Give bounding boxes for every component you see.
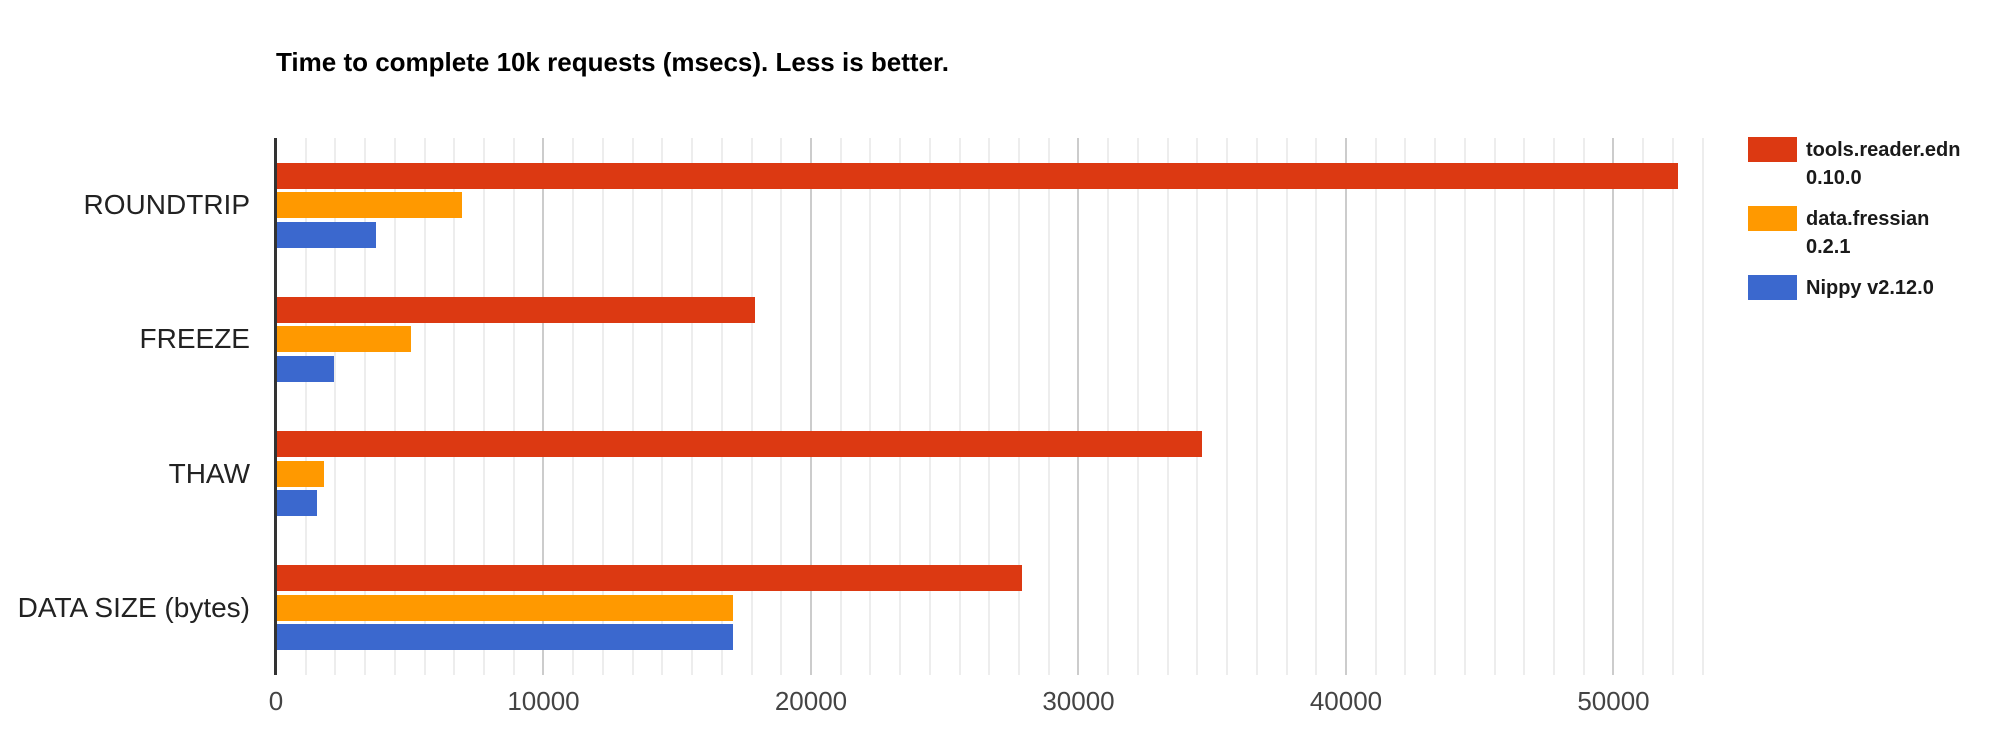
gridline-minor xyxy=(1404,138,1407,675)
gridline-minor xyxy=(1582,138,1585,675)
gridline-minor xyxy=(1701,138,1704,675)
gridline-minor xyxy=(720,138,723,675)
legend-label: data.fressian 0.2.1 xyxy=(1806,205,1929,261)
gridline-minor xyxy=(988,138,991,675)
legend-label-line: tools.reader.edn xyxy=(1806,139,1961,161)
gridline-minor xyxy=(691,138,694,675)
gridline-minor xyxy=(1523,138,1526,675)
gridline-minor xyxy=(1434,138,1437,675)
x-tick-label: 0 xyxy=(268,686,284,716)
gridline-minor xyxy=(512,138,515,675)
legend-swatch xyxy=(1748,137,1797,162)
gridline-minor xyxy=(1493,138,1496,675)
gridline-minor xyxy=(928,138,931,675)
gridline-minor xyxy=(958,138,961,675)
gridline-minor xyxy=(483,138,486,675)
bar[interactable] xyxy=(276,221,376,248)
legend-label: Nippy v2.12.0 xyxy=(1806,274,1934,302)
bar[interactable] xyxy=(276,355,334,382)
legend-label-line: 0.2.1 xyxy=(1806,236,1851,258)
x-tick-label: 50000 xyxy=(1577,686,1650,716)
bar[interactable] xyxy=(276,594,733,621)
gridline-minor xyxy=(393,138,396,675)
gridline-minor xyxy=(661,138,664,675)
x-tick-label: 10000 xyxy=(507,686,580,716)
gridline-minor xyxy=(1671,138,1674,675)
gridline-minor xyxy=(750,138,753,675)
gridline-minor xyxy=(1018,138,1021,675)
gridline-minor xyxy=(780,138,783,675)
y-axis-baseline xyxy=(274,138,277,675)
gridline-minor xyxy=(839,138,842,675)
chart-title: Time to complete 10k requests (msecs). L… xyxy=(276,47,949,77)
gridline-minor xyxy=(869,138,872,675)
x-tick-label: 20000 xyxy=(774,686,848,716)
gridline-minor xyxy=(304,138,307,675)
plot-area xyxy=(276,138,1740,675)
gridline-major xyxy=(1612,138,1615,675)
bar[interactable] xyxy=(276,192,462,219)
legend-label-line: data.fressian xyxy=(1806,208,1930,230)
gridline-minor xyxy=(1642,138,1645,675)
gridline-minor xyxy=(1463,138,1466,675)
gridline-minor xyxy=(1374,138,1377,675)
category-label: FREEZE xyxy=(139,323,250,355)
bar[interactable] xyxy=(276,431,1202,458)
legend-entry: data.fressian 0.2.1 xyxy=(1748,205,2003,261)
legend-label-line: Nippy v2.12.0 xyxy=(1806,277,1934,299)
gridline-major xyxy=(542,138,545,675)
gridline-major xyxy=(1344,138,1347,675)
gridline-major xyxy=(809,138,812,675)
bar[interactable] xyxy=(276,326,411,353)
legend-swatch xyxy=(1748,275,1797,300)
gridline-minor xyxy=(364,138,367,675)
gridline-minor xyxy=(423,138,426,675)
legend: tools.reader.edn 0.10.0 data.fressian 0.2.1… xyxy=(1748,136,2003,315)
gridline-minor xyxy=(1315,138,1318,675)
gridline-minor xyxy=(1107,138,1110,675)
bar[interactable] xyxy=(276,162,1678,189)
x-tick-label: 40000 xyxy=(1309,686,1383,716)
gridline-minor xyxy=(1285,138,1288,675)
legend-label-line: 0.10.0 xyxy=(1806,167,1862,189)
gridline-minor xyxy=(1226,138,1229,675)
gridline-minor xyxy=(601,138,604,675)
bar[interactable] xyxy=(276,624,733,651)
gridline-minor xyxy=(453,138,456,675)
bar[interactable] xyxy=(276,296,755,323)
x-tick-label: 30000 xyxy=(1042,686,1115,716)
legend-label: tools.reader.edn 0.10.0 xyxy=(1806,136,1961,192)
gridline-minor xyxy=(1136,138,1139,675)
legend-swatch xyxy=(1748,206,1797,231)
gridline-minor xyxy=(1196,138,1199,675)
category-label: ROUNDTRIP xyxy=(83,189,250,221)
legend-entry: Nippy v2.12.0 xyxy=(1748,274,2003,302)
bar[interactable] xyxy=(276,565,1022,592)
bar[interactable] xyxy=(276,490,317,517)
gridline-minor xyxy=(1166,138,1169,675)
gridline-minor xyxy=(572,138,575,675)
gridline-minor xyxy=(1047,138,1050,675)
category-label: THAW xyxy=(168,457,250,489)
gridline-minor xyxy=(334,138,337,675)
gridline-minor xyxy=(1553,138,1556,675)
gridline-minor xyxy=(899,138,902,675)
bar[interactable] xyxy=(276,460,324,487)
gridline-major xyxy=(1077,138,1080,675)
legend-entry: tools.reader.edn 0.10.0 xyxy=(1748,136,2003,192)
gridline-minor xyxy=(1255,138,1258,675)
gridline-minor xyxy=(631,138,634,675)
category-label: DATA SIZE (bytes) xyxy=(17,591,250,623)
